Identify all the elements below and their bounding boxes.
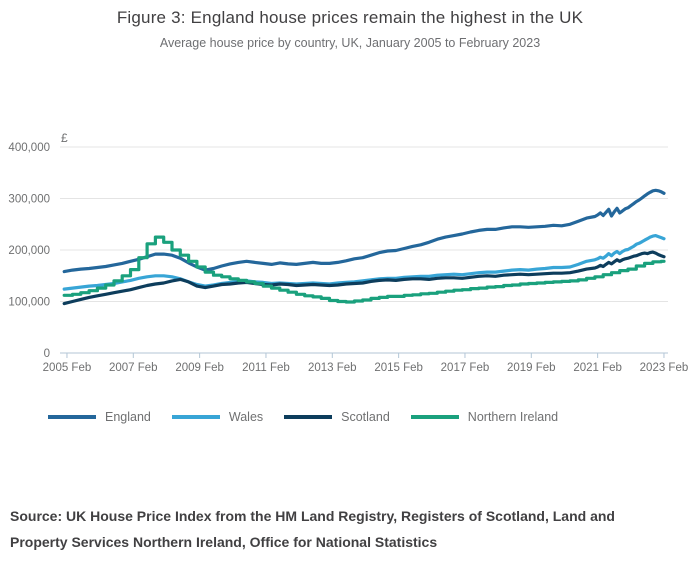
svg-text:400,000: 400,000 — [8, 142, 50, 154]
chart-legend: England Wales Scotland Northern Ireland — [48, 410, 579, 424]
legend-item-wales: Wales — [171, 410, 264, 424]
figure-title: Figure 3: England house prices remain th… — [116, 8, 584, 27]
northern-ireland-line-swatch — [410, 415, 459, 419]
svg-text:2019 Feb: 2019 Feb — [507, 362, 556, 374]
wales-line-swatch — [171, 415, 220, 419]
figure-subtitle: Average house price by country, UK, Janu… — [159, 36, 541, 50]
svg-text:2005 Feb: 2005 Feb — [43, 362, 92, 374]
svg-text:2015 Feb: 2015 Feb — [374, 362, 423, 374]
svg-text:2011 Feb: 2011 Feb — [242, 362, 290, 374]
house-price-line-chart: 0 100,000 200,000 300,000 400,000 £2005 Feb 20… — [8, 131, 689, 374]
svg-text:2007 Feb: 2007 Feb — [109, 362, 158, 374]
svg-text:0: 0 — [44, 348, 50, 360]
legend-item-northern-ireland: Northern Ireland — [410, 410, 559, 424]
svg-text:2013 Feb: 2013 Feb — [308, 362, 357, 374]
svg-text:2021 Feb: 2021 Feb — [573, 362, 622, 374]
svg-text:2009 Feb: 2009 Feb — [175, 362, 224, 374]
svg-text:£: £ — [61, 131, 68, 145]
svg-text:2017 Feb: 2017 Feb — [441, 362, 490, 374]
svg-text:2023 Feb: 2023 Feb — [640, 362, 689, 374]
legend-label-northern-ireland: Northern Ireland — [467, 410, 559, 424]
england-line-swatch — [48, 415, 96, 419]
scotland-line-swatch — [284, 415, 333, 419]
legend-item-england: England — [48, 410, 151, 424]
svg-text:200,000: 200,000 — [8, 245, 50, 257]
source-note: Source: UK House Price Index from the HM… — [10, 508, 615, 550]
legend-item-scotland: Scotland — [284, 410, 390, 424]
legend-label-scotland: Scotland — [341, 410, 390, 424]
legend-label-england: England — [105, 410, 151, 424]
svg-text:100,000: 100,000 — [8, 297, 50, 309]
legend-label-wales: Wales — [228, 410, 264, 424]
svg-text:300,000: 300,000 — [8, 194, 50, 206]
